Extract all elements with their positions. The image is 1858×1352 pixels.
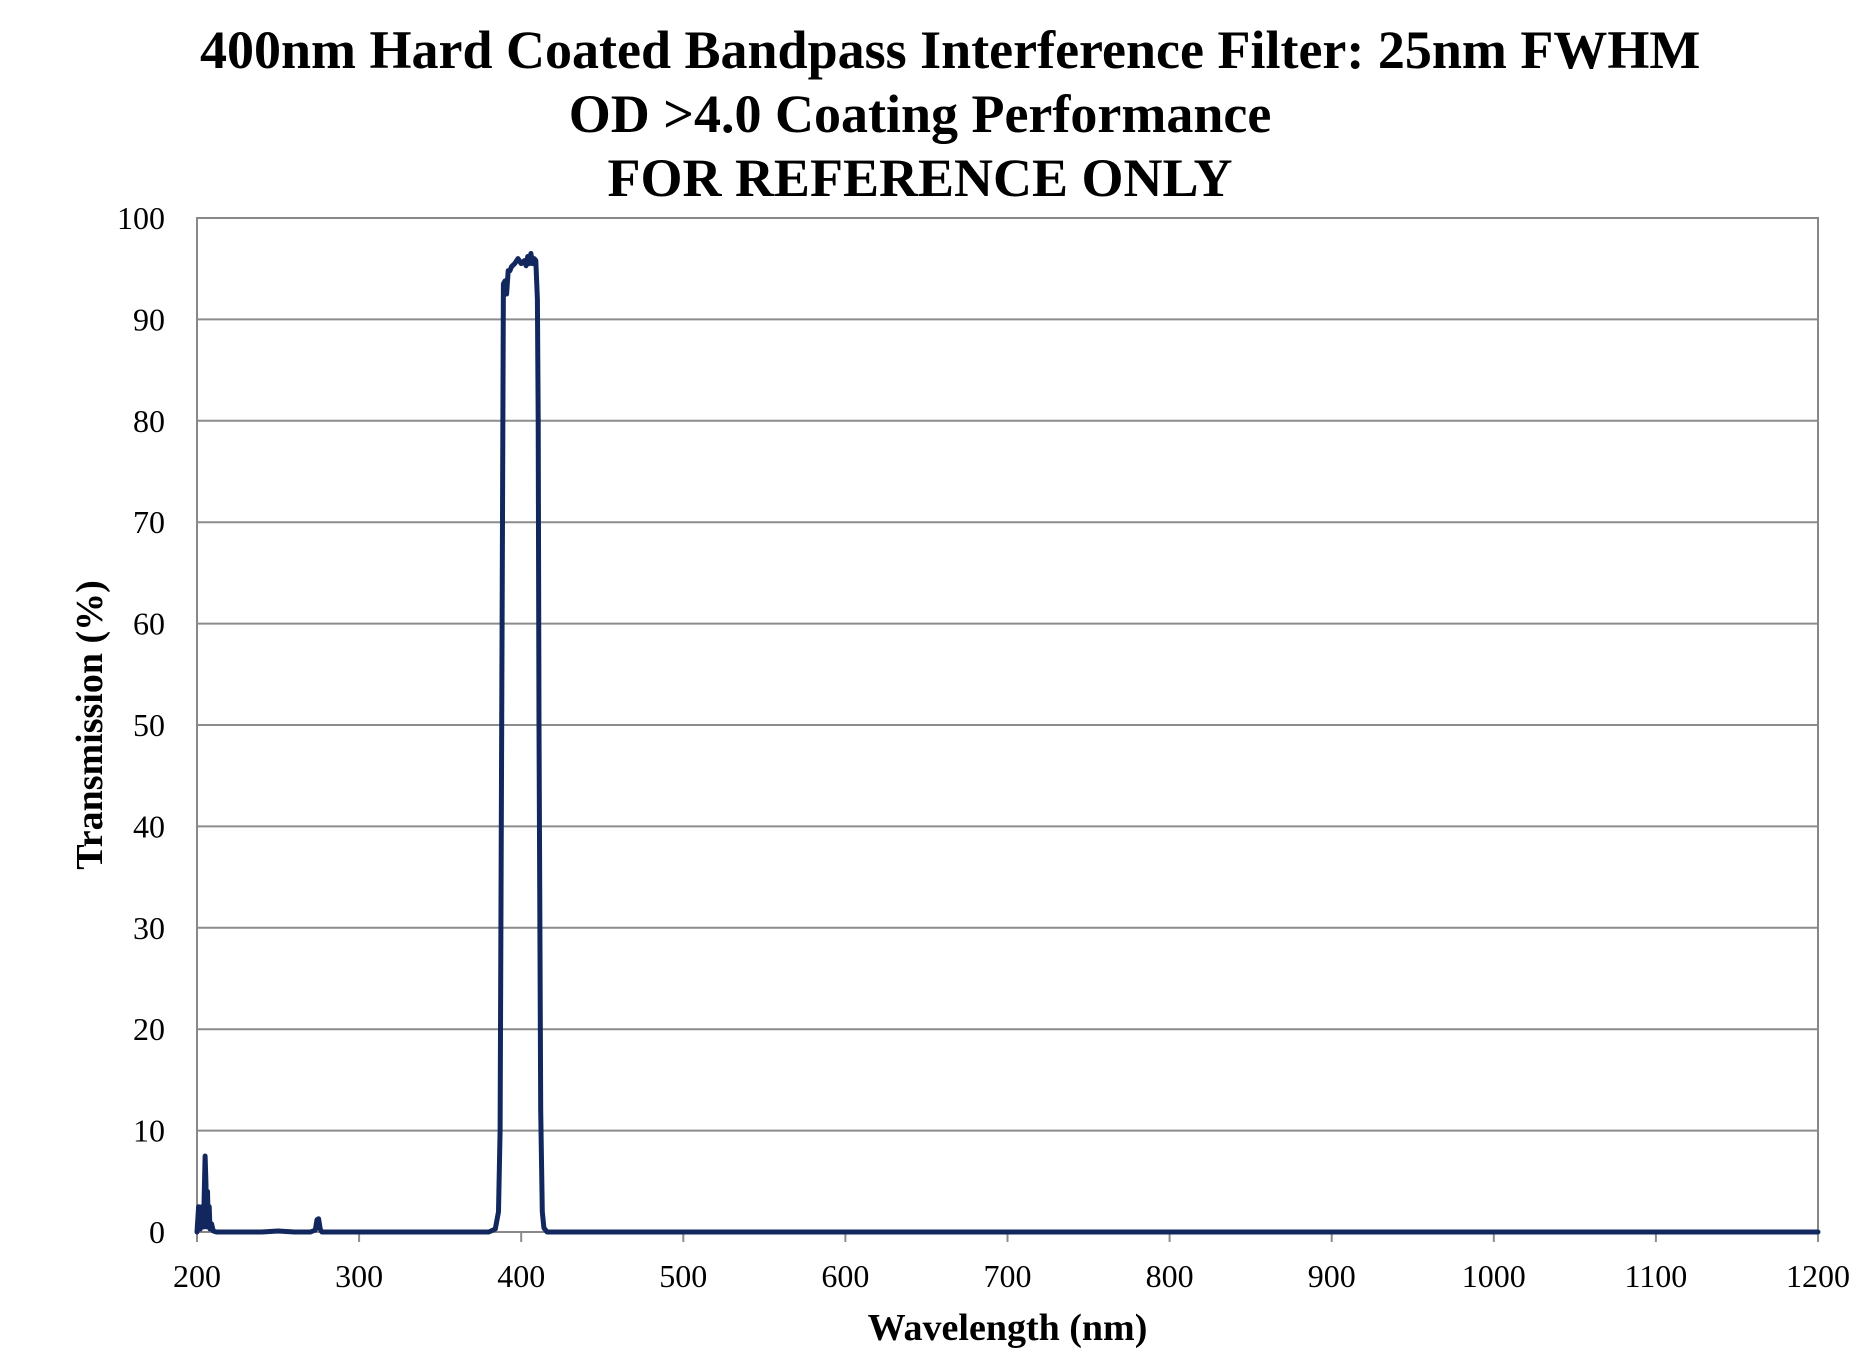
x-tick-label: 500: [659, 1258, 707, 1294]
x-tick-label: 400: [497, 1258, 545, 1294]
y-tick-label: 90: [133, 301, 165, 337]
x-tick-label: 200: [173, 1258, 221, 1294]
x-tick-label: 700: [984, 1258, 1032, 1294]
y-tick-labels: 0 10 20 30 40 50 60 70 80 90 100: [117, 200, 165, 1250]
chart-title-line-1: 400nm Hard Coated Bandpass Interference …: [200, 20, 1701, 80]
y-tick-label: 10: [133, 1113, 165, 1149]
x-tick-label: 1200: [1786, 1258, 1850, 1294]
y-tick-label: 50: [133, 707, 165, 743]
x-tick-label: 600: [821, 1258, 869, 1294]
chart-title-line-3: FOR REFERENCE ONLY: [607, 148, 1233, 208]
y-axis-title: Transmission (%): [69, 580, 111, 870]
transmission-series-line: [194, 251, 1821, 1235]
y-tick-label: 0: [149, 1214, 165, 1250]
y-tick-label: 30: [133, 910, 165, 946]
x-tick-label: 1000: [1462, 1258, 1526, 1294]
x-axis-title: Wavelength (nm): [868, 1307, 1148, 1349]
x-tick-label: 800: [1146, 1258, 1194, 1294]
y-tick-label: 40: [133, 808, 165, 844]
y-tick-label: 80: [133, 403, 165, 439]
x-tick-label: 900: [1308, 1258, 1356, 1294]
y-tick-label: 100: [117, 200, 165, 236]
x-tick-label: 300: [335, 1258, 383, 1294]
y-tick-label: 70: [133, 504, 165, 540]
x-tick-label: 1100: [1624, 1258, 1687, 1294]
y-tick-label: 60: [133, 606, 165, 642]
grid-lines: [197, 217, 1818, 1233]
y-tick-label: 20: [133, 1011, 165, 1047]
x-tick-labels: 200 300 400 500 600 700 800 900 1000 1100 1200: [173, 1232, 1850, 1294]
chart-title: 400nm Hard Coated Bandpass Interference …: [200, 18, 1701, 210]
chart-title-line-2: OD >4.0 Coating Performance: [568, 84, 1272, 144]
